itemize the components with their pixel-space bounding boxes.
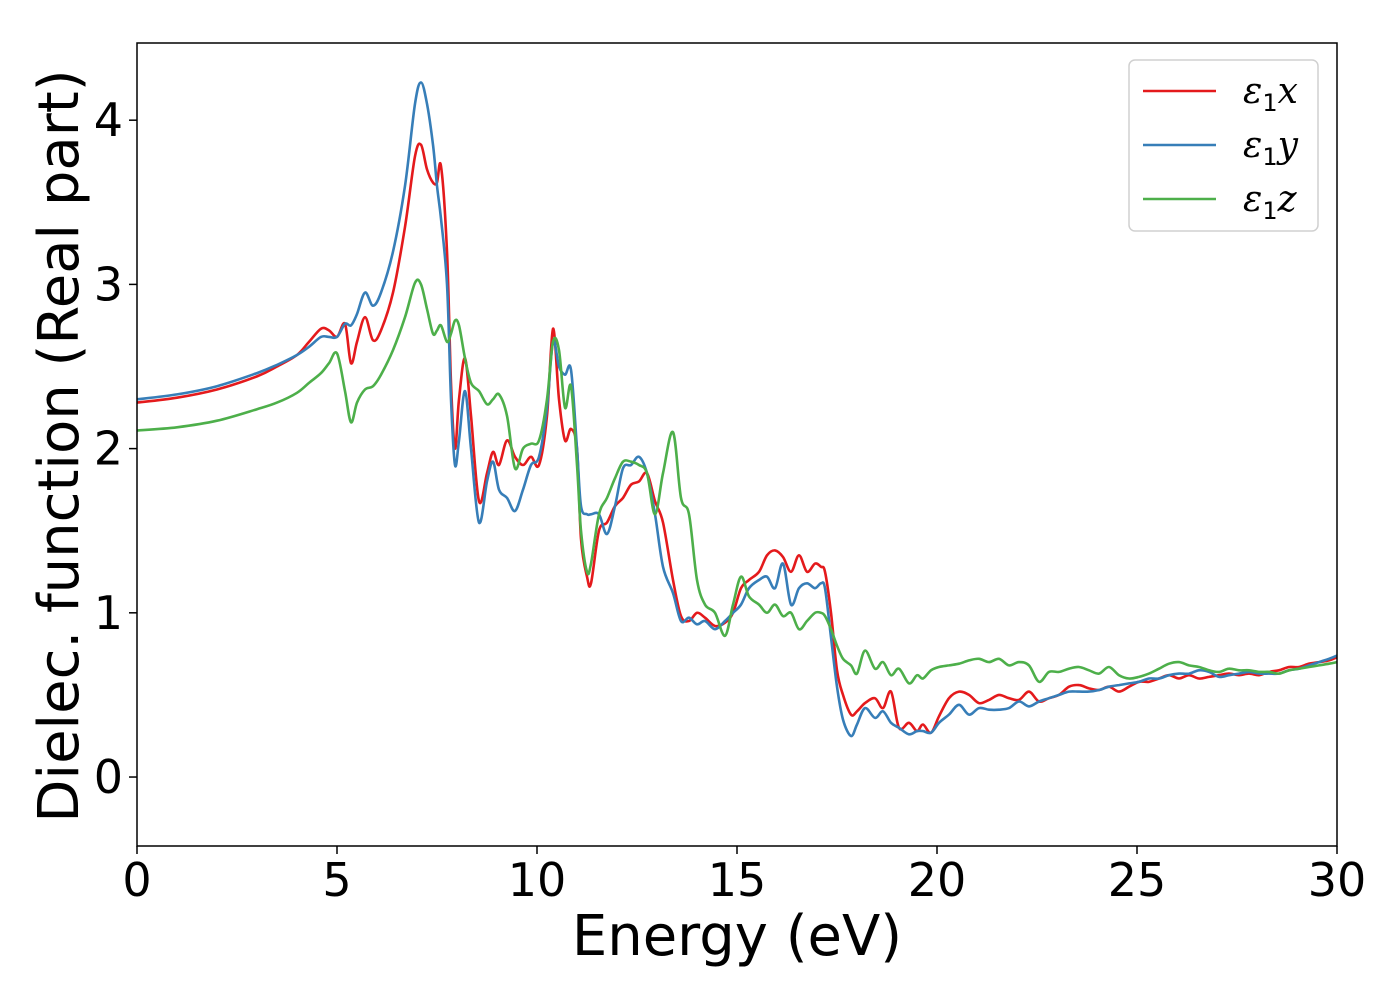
legend-label-y: ε1y [1243, 125, 1299, 171]
y-tick-label: 3 [94, 257, 123, 311]
y-tick-label: 2 [94, 422, 123, 476]
legend-box [1128, 59, 1319, 232]
y-tick-label: 4 [94, 93, 123, 147]
series-line-x [136, 142, 1338, 735]
y-tick-label: 0 [94, 750, 123, 804]
y-tick-label: 1 [94, 586, 123, 640]
legend: ε1x ε1y ε1z [1128, 59, 1319, 232]
x-tick-label: 10 [508, 853, 567, 907]
x-tick-label: 5 [322, 853, 351, 907]
x-tick-label: 20 [908, 853, 967, 907]
x-tick-label: 25 [1108, 853, 1167, 907]
series-line-y [136, 81, 1338, 738]
x-tick-label: 15 [708, 853, 767, 907]
series-layer [136, 81, 1338, 738]
y-axis: 0 1 2 3 4 [94, 93, 137, 804]
x-tick-label: 0 [122, 853, 151, 907]
series-line-z [136, 278, 1338, 685]
legend-label-x: ε1x [1243, 71, 1298, 117]
x-axis-label: Energy (eV) [572, 904, 902, 969]
x-tick-label: 30 [1308, 853, 1367, 907]
legend-label-z: ε1z [1243, 179, 1298, 225]
y-axis-label: Dielec. function (Real part) [27, 69, 92, 822]
x-axis: 0 5 10 15 20 25 30 [122, 846, 1366, 907]
